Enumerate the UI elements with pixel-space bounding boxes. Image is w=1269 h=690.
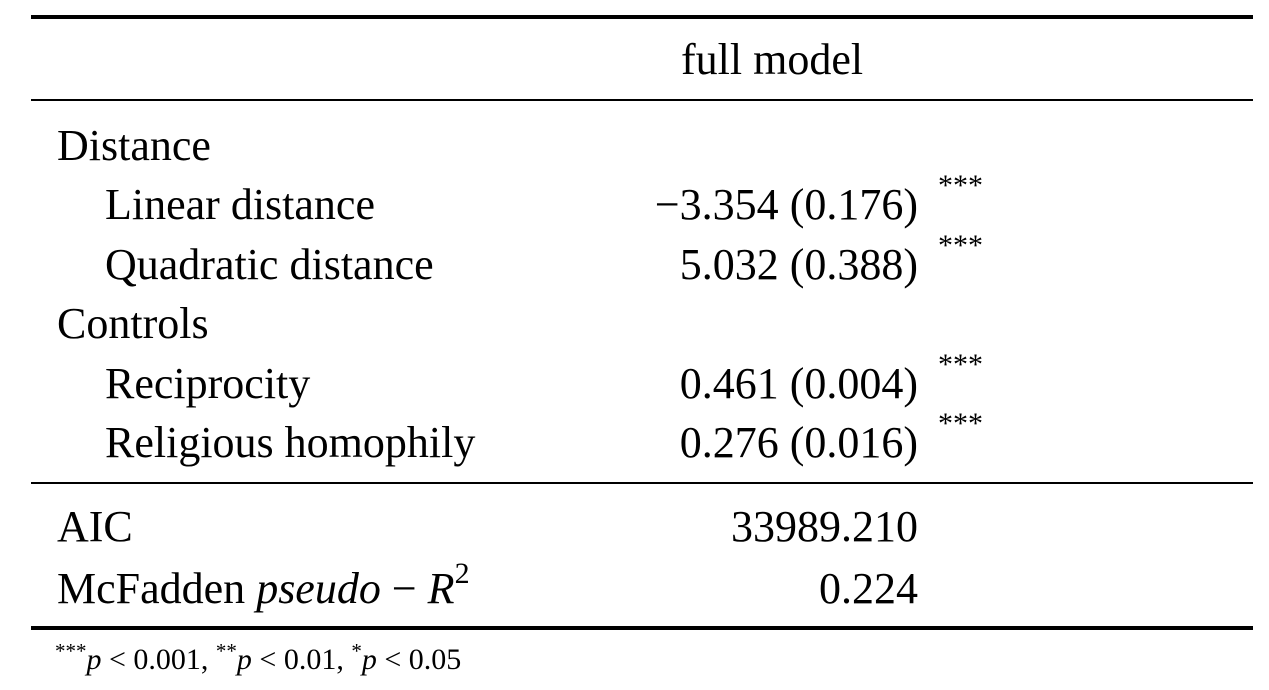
- stat-label-mcfadden: McFadden pseudo − R2: [57, 559, 470, 613]
- row-value-quadratic-distance: 5.032 (0.388): [598, 243, 918, 287]
- std-error: (0.388): [789, 240, 918, 289]
- stat-label-r: R: [427, 564, 455, 613]
- significance-footnote: ***p < 0.001, **p < 0.01, *p < 0.05: [55, 641, 462, 676]
- estimate: −3.354: [654, 180, 779, 229]
- stat-value-mcfadden: 0.224: [819, 564, 918, 613]
- row-value-linear-distance: −3.354 (0.176): [598, 183, 918, 227]
- std-error: (0.016): [789, 418, 918, 467]
- footnote-text-1: < 0.001,: [101, 643, 216, 676]
- footnote-stars-2: **: [215, 639, 237, 663]
- header-rule: [31, 99, 1253, 101]
- significance-stars: ***: [938, 169, 983, 202]
- row-label-religious-homophily: Religious homophily: [105, 418, 476, 467]
- std-error: (0.004): [789, 359, 918, 408]
- significance-stars: ***: [938, 348, 983, 381]
- row-label-reciprocity: Reciprocity: [105, 359, 311, 408]
- stat-label-aic: AIC: [57, 502, 133, 551]
- footnote-p-3: p: [361, 643, 377, 676]
- section-label-controls: Controls: [57, 299, 209, 348]
- footnote-p-2: p: [236, 643, 252, 676]
- footnote-p-1: p: [86, 643, 102, 676]
- footnote-stars-1: ***: [55, 639, 87, 663]
- footnote-stars-3: *: [351, 639, 362, 663]
- stat-label-italic: pseudo: [256, 564, 381, 613]
- std-error: (0.176): [789, 180, 918, 229]
- footnote-text-2: < 0.01,: [251, 643, 352, 676]
- estimate: 0.461: [679, 359, 779, 408]
- estimate: 0.276: [679, 418, 779, 467]
- row-label-quadratic-distance: Quadratic distance: [105, 240, 434, 289]
- row-value-reciprocity: 0.461 (0.004): [598, 362, 918, 406]
- row-value-religious-homophily: 0.276 (0.016): [598, 421, 918, 465]
- footnote-text-3: < 0.05: [376, 643, 462, 676]
- stats-rule: [31, 482, 1253, 484]
- stat-value-aic: 33989.210: [731, 502, 918, 551]
- bottom-rule: [31, 626, 1253, 630]
- estimate: 5.032: [679, 240, 779, 289]
- column-header: full model: [681, 35, 864, 84]
- top-rule: [31, 15, 1253, 19]
- stat-label-superscript: 2: [454, 557, 470, 590]
- significance-stars: ***: [938, 407, 983, 440]
- stat-label-prefix: McFadden: [57, 564, 257, 613]
- row-label-linear-distance: Linear distance: [105, 180, 375, 229]
- significance-stars: ***: [938, 229, 983, 262]
- section-label-distance: Distance: [57, 121, 211, 170]
- stat-label-minus: −: [380, 564, 428, 613]
